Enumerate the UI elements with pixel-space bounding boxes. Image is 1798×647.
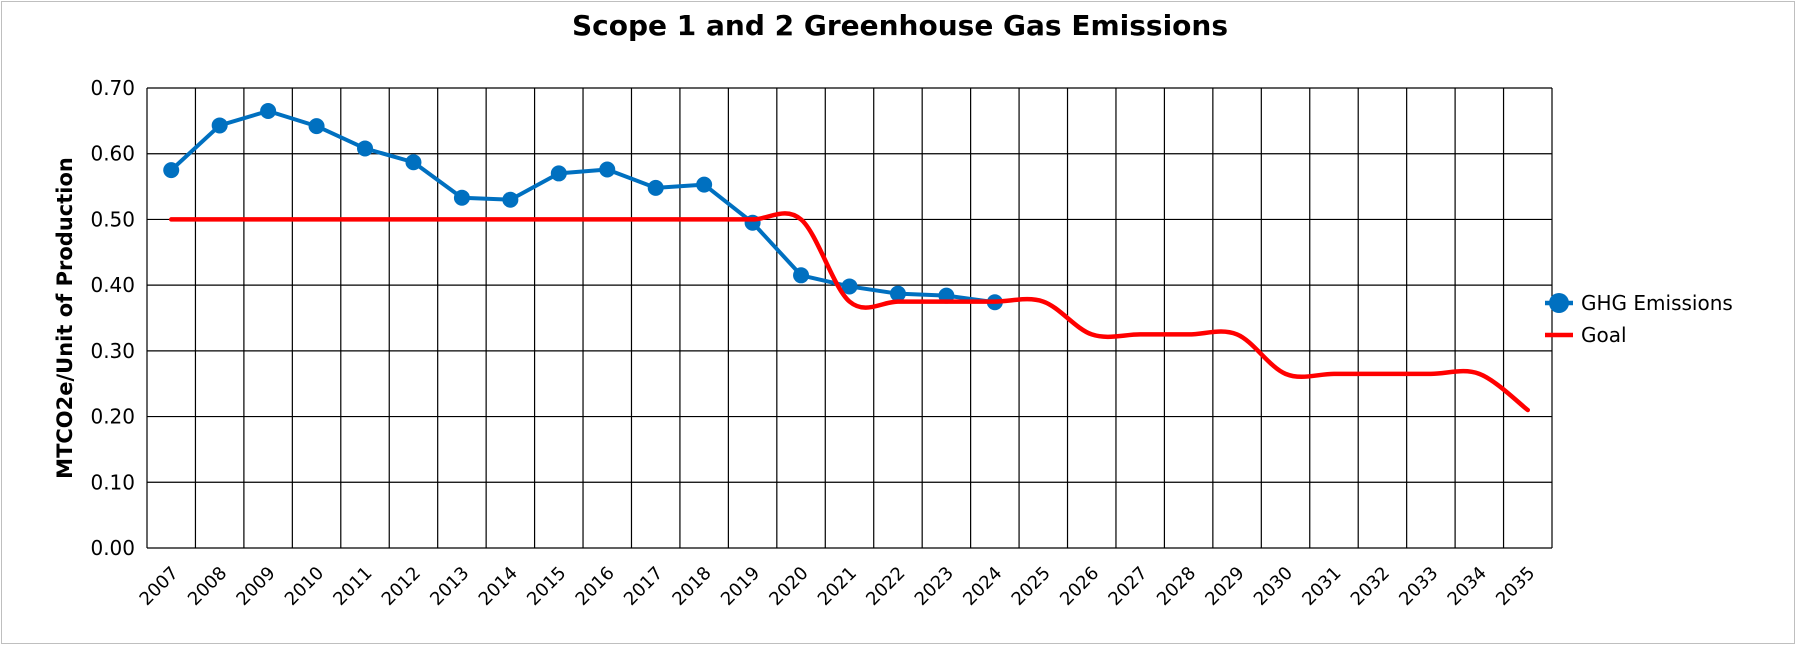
data-point: [502, 191, 519, 208]
y-tick-label: 0.20: [90, 405, 135, 429]
y-axis-label: MTCO2e/Unit of Production: [53, 157, 77, 479]
y-tick-label: 0.60: [90, 142, 135, 166]
x-tick-label: 2031: [1298, 563, 1345, 610]
x-axis-ticks: 2007 2008 2009 2010 2011 2012 2013 2014 2015 2016…: [136, 563, 1540, 610]
x-tick-label: 2012: [378, 563, 425, 610]
data-point: [357, 140, 374, 157]
x-tick-label: 2025: [1008, 563, 1055, 610]
x-tick-label: 2015: [523, 563, 570, 610]
x-tick-label: 2029: [1201, 563, 1248, 610]
x-tick-label: 2024: [959, 563, 1006, 610]
x-tick-label: 2009: [232, 563, 279, 610]
legend-label: GHG Emissions: [1581, 291, 1733, 315]
x-tick-label: 2020: [765, 563, 812, 610]
x-tick-label: 2022: [862, 563, 909, 610]
legend-marker: [1549, 293, 1569, 313]
chart-title: Scope 1 and 2 Greenhouse Gas Emissions: [572, 9, 1228, 42]
x-tick-label: 2033: [1395, 563, 1442, 610]
y-tick-label: 0.10: [90, 470, 135, 494]
x-tick-label: 2019: [717, 563, 764, 610]
data-point: [599, 161, 616, 178]
x-tick-label: 2018: [668, 563, 715, 610]
data-point: [211, 117, 228, 134]
data-point: [550, 165, 567, 182]
series-line: [168, 211, 1531, 413]
data-point: [163, 162, 180, 179]
x-tick-label: 2021: [814, 563, 861, 610]
legend: GHG Emissions Goal: [1545, 291, 1733, 347]
data-point: [841, 278, 858, 295]
x-tick-label: 2011: [329, 563, 376, 610]
series-line: [169, 109, 997, 305]
x-tick-label: 2023: [911, 563, 958, 610]
y-tick-label: 0.00: [90, 536, 135, 560]
series-ghg-emissions: [163, 103, 1003, 311]
x-tick-label: 2030: [1250, 563, 1297, 610]
x-tick-label: 2007: [136, 563, 183, 610]
y-tick-label: 0.70: [90, 76, 135, 100]
legend-item: Goal: [1545, 323, 1627, 347]
data-point: [405, 154, 422, 171]
legend-label: Goal: [1581, 323, 1627, 347]
x-tick-label: 2034: [1444, 563, 1491, 610]
x-tick-label: 2028: [1153, 563, 1200, 610]
series-layer: [163, 103, 1531, 413]
x-tick-label: 2014: [475, 563, 522, 610]
x-tick-label: 2027: [1104, 563, 1151, 610]
data-point: [308, 118, 325, 135]
y-tick-label: 0.40: [90, 273, 135, 297]
data-point: [647, 179, 664, 196]
x-tick-label: 2035: [1492, 563, 1539, 610]
x-tick-label: 2013: [426, 563, 473, 610]
x-tick-label: 2008: [184, 563, 231, 610]
x-tick-label: 2010: [281, 563, 328, 610]
x-tick-label: 2026: [1056, 563, 1103, 610]
data-point: [696, 176, 713, 193]
y-tick-label: 0.50: [90, 207, 135, 231]
x-tick-label: 2017: [620, 563, 667, 610]
plot-grid: [146, 87, 1553, 549]
y-tick-label: 0.30: [90, 339, 135, 363]
x-tick-label: 2032: [1347, 563, 1394, 610]
legend-item: GHG Emissions: [1545, 291, 1733, 315]
data-point: [793, 267, 810, 284]
data-point: [889, 285, 906, 302]
y-axis-ticks: 0.00 0.10 0.20 0.30 0.40 0.50 0.60 0.70: [90, 76, 135, 560]
data-point: [260, 103, 277, 119]
x-tick-label: 2016: [572, 563, 619, 610]
series-goal: [168, 211, 1531, 413]
data-point: [453, 189, 470, 206]
